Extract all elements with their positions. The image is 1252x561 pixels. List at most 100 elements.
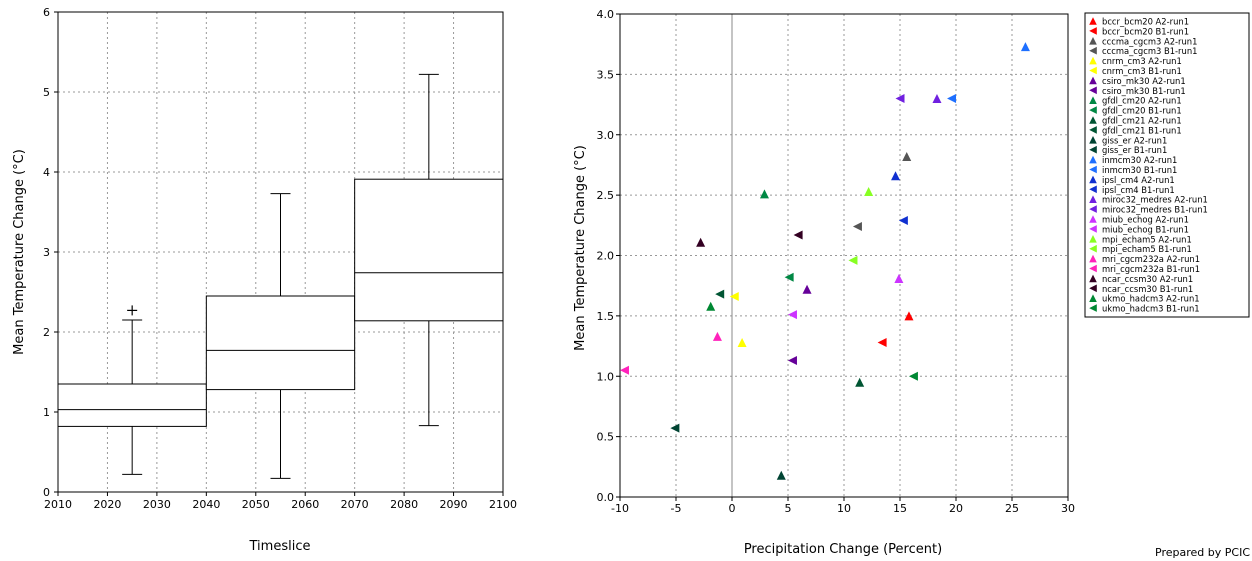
box-plot-outlier-marker	[127, 305, 138, 316]
scatter-point-inmcm30-a2-run1	[1020, 42, 1030, 52]
legend-marker-triangle-up	[1089, 17, 1097, 25]
box-plot-x-axis-label: Timeslice	[249, 539, 311, 554]
scatter-point-gfdl-cm21-b1-run1	[715, 289, 725, 299]
legend-item: csiro_mk30 B1-run1	[1089, 86, 1186, 96]
box-plot-iqr-box	[205, 295, 356, 391]
legend-item-label: miub_echog B1-run1	[1102, 224, 1189, 234]
legend-item-label: giss_er B1-run1	[1102, 145, 1167, 155]
scatter-point-ukmo-hadcm3-a2-run1	[706, 301, 716, 311]
scatter-point-miroc32-medres-b1-run1	[895, 94, 905, 104]
scatter-y-tick-label: 0.0	[597, 491, 615, 504]
legend-marker-triangle-left	[1089, 284, 1097, 293]
scatter-point-ipsl-cm4-a2-run1	[891, 171, 901, 181]
legend-item-label: miroc32_medres B1-run1	[1102, 205, 1208, 215]
box-plot-tick-labels: 2010 2020 2030 2040 2050 2060 2070 2080 2090 2100…	[43, 6, 517, 511]
scatter-x-tick-label: -10	[611, 502, 629, 515]
legend-marker-triangle-left	[1089, 244, 1097, 253]
legend-item-label: inmcm30 A2-run1	[1102, 155, 1177, 165]
scatter-grid	[620, 14, 1068, 497]
legend-item-label: ipsl_cm4 B1-run1	[1102, 185, 1175, 195]
legend-marker-triangle-up	[1089, 116, 1097, 124]
legend-item: cccma_cgcm3 B1-run1	[1089, 46, 1197, 56]
legend-item-label: csiro_mk30 B1-run1	[1102, 86, 1186, 96]
box-plot-x-tick-label: 2030	[143, 498, 171, 511]
box-plot-y-tick-label: 4	[43, 166, 50, 179]
scatter-point-cnrm-cm3-a2-run1	[737, 337, 747, 347]
scatter-y-tick-label: 3.0	[597, 129, 615, 142]
scatter-point-gfdl-cm20-a2-run1	[759, 189, 769, 199]
box-plot-boxes	[57, 73, 504, 479]
legend-marker-triangle-left	[1089, 304, 1097, 312]
box-plot-x-tick-label: 2040	[192, 498, 220, 511]
scatter-point-bccr-bcm20-a2-run1	[904, 311, 914, 321]
legend-item-label: ipsl_cm4 A2-run1	[1102, 175, 1175, 185]
legend-item-label: mri_cgcm232a A2-run1	[1102, 254, 1200, 264]
scatter-point-cccma-cgcm3-b1-run1	[852, 222, 862, 232]
scatter-x-tick-label: 0	[729, 502, 736, 515]
legend-marker-triangle-up	[1089, 274, 1097, 283]
box-plot-x-tick-label: 2020	[93, 498, 121, 511]
legend-item-label: miub_echog A2-run1	[1102, 215, 1189, 225]
scatter-point-bccr-bcm20-b1-run1	[877, 337, 887, 347]
legend-item: gfdl_cm20 B1-run1	[1089, 106, 1182, 116]
legend-item: ncar_ccsm30 B1-run1	[1089, 284, 1193, 294]
scatter-y-tick-label: 1.5	[597, 310, 615, 323]
scatter-point-ncar-ccsm30-b1-run1	[793, 230, 803, 240]
legend-item: gfdl_cm21 A2-run1	[1089, 116, 1182, 126]
legend-marker-triangle-up	[1089, 136, 1097, 144]
scatter-y-axis-label: Mean Temperature Change (°C)	[573, 145, 588, 351]
scatter-y-tick-label: 4.0	[597, 8, 615, 21]
box-plot-x-tick-label: 2070	[341, 498, 369, 511]
legend-item: miroc32_medres B1-run1	[1089, 205, 1208, 215]
legend-marker-triangle-up	[1089, 76, 1097, 85]
legend-marker-triangle-up	[1089, 96, 1097, 104]
legend-marker-triangle-up	[1089, 155, 1097, 164]
scatter-y-tick-label: 2.0	[597, 250, 615, 263]
credit-text: Prepared by PCIC	[1155, 546, 1250, 559]
box-plot-x-tick-label: 2060	[291, 498, 319, 511]
box-plot-box-3	[354, 73, 504, 427]
scatter-x-tick-label: 5	[785, 502, 792, 515]
legend-item: ipsl_cm4 B1-run1	[1089, 185, 1175, 195]
scatter-y-tick-label: 3.5	[597, 68, 615, 81]
scatter-chart: -10 -5 0 5 10 15 20 25 30 0.0 0.5 1.0 1.5 2.0 2.5 3.0 3.…	[573, 8, 1075, 557]
legend-item-label: cnrm_cm3 B1-run1	[1102, 66, 1182, 76]
scatter-point-miub-echog-b1-run1	[787, 310, 797, 320]
legend-marker-triangle-up	[1089, 37, 1097, 45]
legend-item-label: gfdl_cm20 A2-run1	[1102, 96, 1182, 106]
scatter-point-ipsl-cm4-b1-run1	[898, 215, 908, 225]
scatter-point-mpi-echam5-b1-run1	[848, 255, 858, 265]
legend-item-label: ncar_ccsm30 B1-run1	[1102, 284, 1193, 294]
box-plot-x-tick-label: 2050	[242, 498, 270, 511]
scatter-point-mpi-echam5-a2-run1	[864, 187, 874, 197]
scatter-x-tick-label: 25	[1005, 502, 1019, 515]
legend-item-label: ukmo_hadcm3 A2-run1	[1102, 294, 1200, 304]
legend-item: giss_er A2-run1	[1089, 135, 1167, 145]
legend-item-label: gfdl_cm21 B1-run1	[1102, 125, 1182, 135]
box-plot-y-tick-label: 3	[43, 246, 50, 259]
scatter-point-cnrm-cm3-b1-run1	[729, 292, 739, 302]
legend-item-label: ukmo_hadcm3 B1-run1	[1102, 304, 1200, 314]
legend-item-label: mri_cgcm232a B1-run1	[1102, 264, 1200, 274]
legend-item-label: cccma_cgcm3 B1-run1	[1102, 46, 1197, 56]
legend-frame	[1084, 12, 1250, 318]
legend-marker-triangle-left	[1089, 165, 1097, 174]
scatter-point-gfdl-cm20-b1-run1	[784, 272, 794, 282]
scatter-y-tick-label: 1.0	[597, 370, 615, 383]
box-plot-y-tick-label: 6	[43, 6, 50, 19]
scatter-y-tick-label: 0.5	[597, 431, 615, 444]
box-plot-box-1	[57, 305, 207, 475]
box-plot-chart: 2010 2020 2030 2040 2050 2060 2070 2080 2090 2100…	[12, 6, 517, 554]
box-plot-y-tick-label: 2	[43, 326, 50, 339]
legend-item: bccr_bcm20 B1-run1	[1089, 26, 1189, 36]
scatter-point-giss-er-a2-run1	[776, 470, 786, 480]
legend-item: mri_cgcm232a B1-run1	[1089, 264, 1200, 274]
legend-item-label: bccr_bcm20 A2-run1	[1102, 17, 1189, 27]
legend-marker-triangle-left	[1089, 225, 1097, 233]
scatter-y-tick-label: 2.5	[597, 189, 615, 202]
legend-item-label: bccr_bcm20 B1-run1	[1102, 26, 1189, 36]
legend-marker-triangle-up	[1089, 294, 1097, 302]
legend-marker-triangle-up	[1089, 56, 1097, 65]
